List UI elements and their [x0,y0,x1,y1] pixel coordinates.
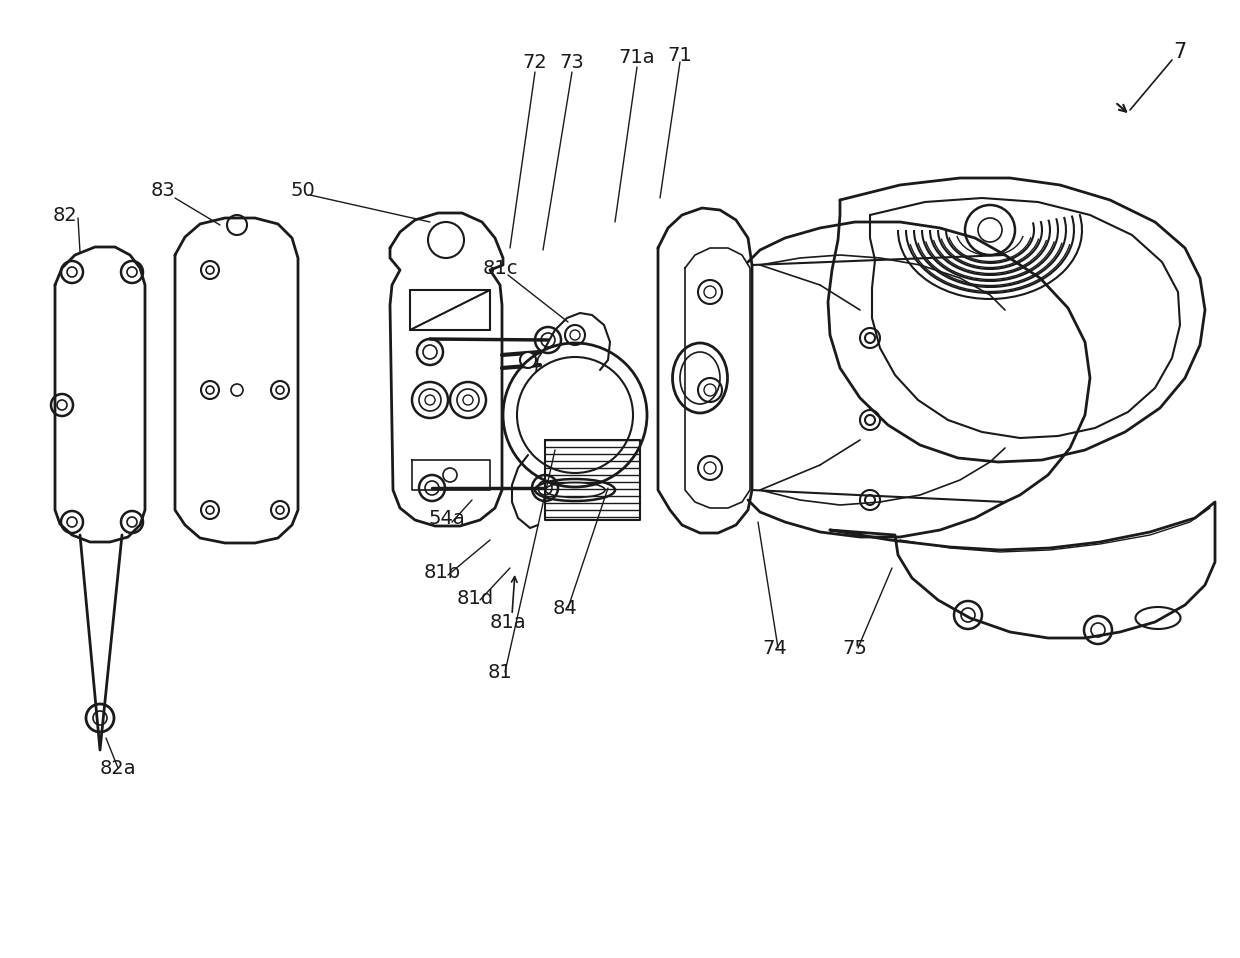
Text: 81c: 81c [482,259,518,278]
Text: 54a: 54a [429,509,465,528]
Circle shape [520,352,536,368]
Text: 81d: 81d [456,588,494,607]
Text: 73: 73 [559,53,584,72]
Text: 81a: 81a [490,612,526,631]
Text: 82: 82 [52,206,77,224]
Text: 81b: 81b [423,562,460,582]
Text: 50: 50 [290,180,315,199]
Text: 7: 7 [1173,42,1187,62]
Text: 81: 81 [487,663,512,681]
Text: 84: 84 [553,599,578,618]
Text: 71: 71 [667,45,692,64]
Text: 83: 83 [150,180,175,199]
Text: 82a: 82a [99,759,136,778]
Text: 74: 74 [763,638,787,657]
Text: 72: 72 [522,53,547,72]
Text: 71a: 71a [619,48,655,66]
Text: 75: 75 [842,638,868,657]
